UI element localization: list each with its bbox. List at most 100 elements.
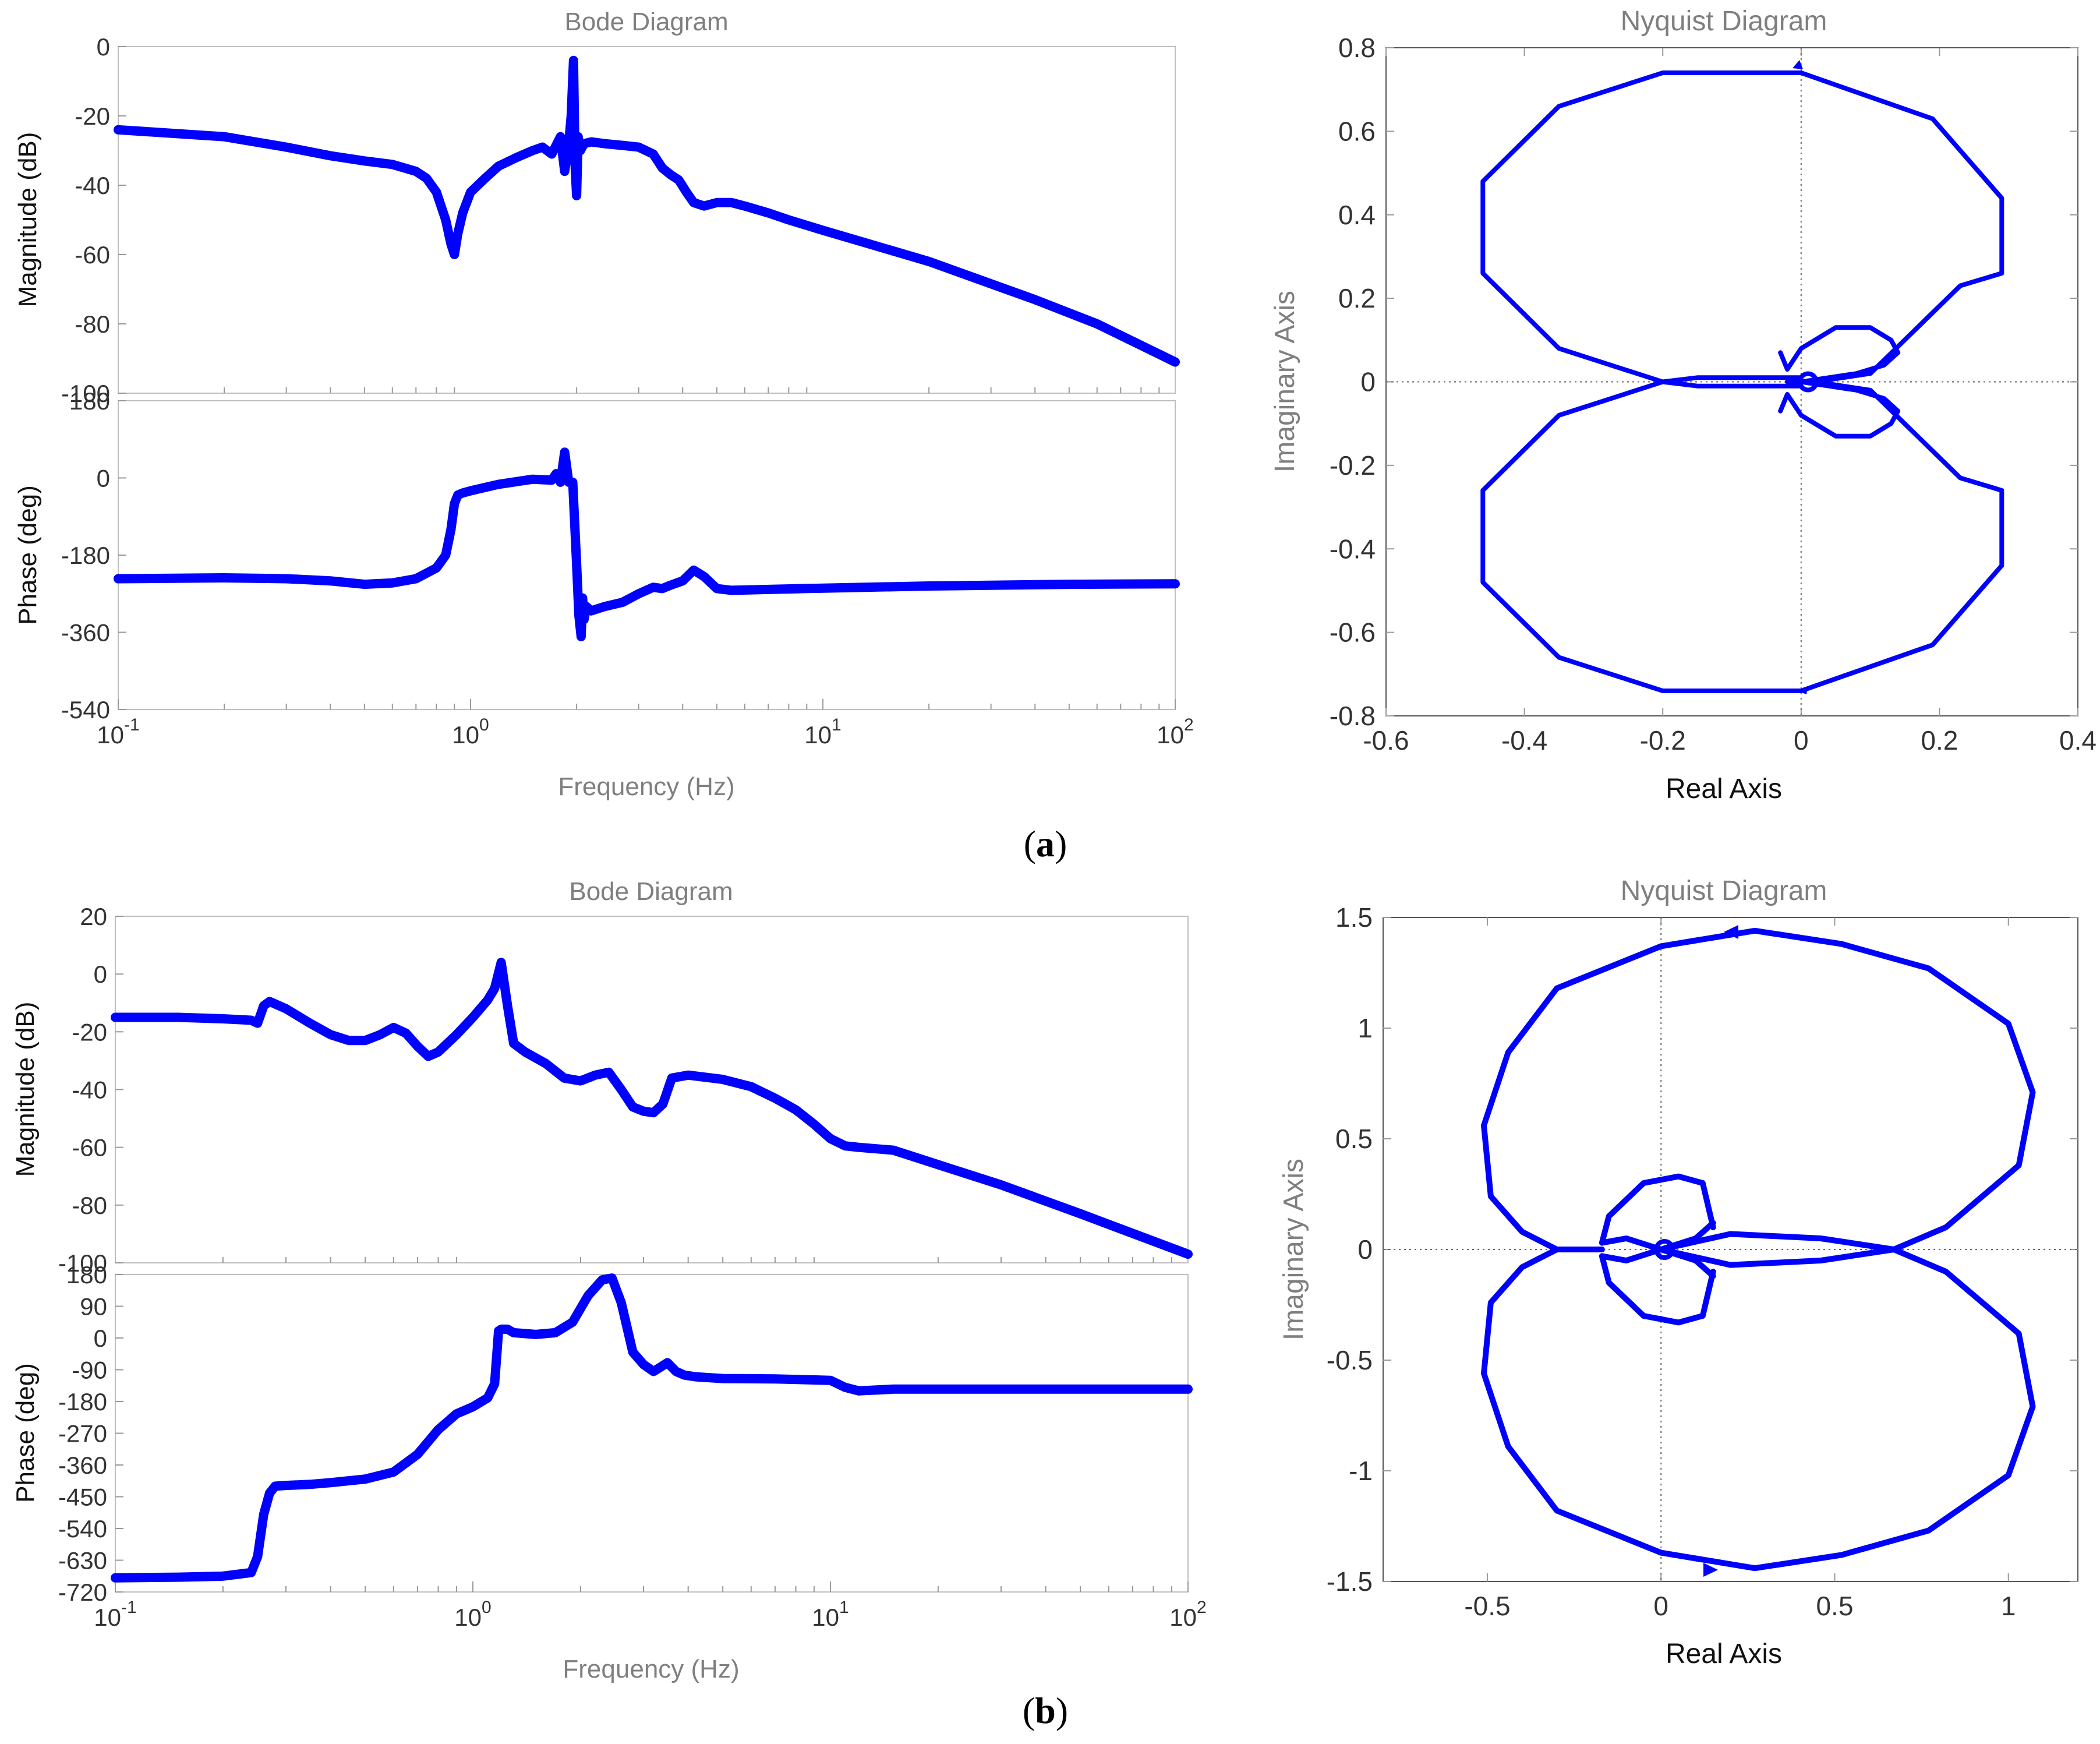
a-nyquist-series-positive-frequencies bbox=[1798, 379, 2004, 693]
b-nyquist-title: Nyquist Diagram bbox=[1621, 875, 1827, 906]
a-nyquist-ytick-label: 0.6 bbox=[1338, 116, 1376, 146]
a-nyquist-ylabel: Imaginary Axis bbox=[1270, 291, 1300, 472]
a-bode-phase-ytick-label: 180 bbox=[69, 387, 110, 415]
panel-a: Bode Diagram Magnitude (dB) 0 -20 -40 -60 -8… bbox=[13, 6, 2097, 864]
a-bode-phase-ylabel: Phase (deg) bbox=[13, 485, 42, 625]
a-nyquist-ytick-label: -0.6 bbox=[1330, 617, 1376, 648]
b-bode-mag-line bbox=[111, 958, 1193, 1259]
b-bode-phase-frame bbox=[115, 1274, 1189, 1593]
b-nyquist-ytick-label: -1.5 bbox=[1327, 1566, 1373, 1597]
a-bode-phase-xtick-label: 10-1 bbox=[97, 715, 139, 749]
panel-a-label: (a) bbox=[1024, 823, 1067, 864]
b-bode-phase-xtick-label: 101 bbox=[812, 1598, 849, 1631]
a-bode-mag-ytick-label: -20 bbox=[75, 103, 110, 130]
a-bode-phase-ytick-label: -360 bbox=[61, 619, 110, 647]
a-bode-title: Bode Diagram bbox=[564, 8, 728, 36]
a-bode-phase-ytick-label: -180 bbox=[61, 542, 110, 569]
b-nyquist-series bbox=[1481, 927, 2036, 1572]
b-bode-phase-xtick-label: 10-1 bbox=[94, 1598, 136, 1631]
a-nyquist-series-small-loop-upper bbox=[1778, 325, 1901, 384]
b-nyquist-series-lower-outer bbox=[1658, 1247, 2036, 1572]
b-nyquist-xtick-label: 1 bbox=[2001, 1591, 2016, 1621]
a-bode-phase-xtick-label: 101 bbox=[804, 715, 841, 749]
b-nyquist-xtick-label: -0.5 bbox=[1464, 1591, 1510, 1621]
b-bode-phase-ytick-label: 0 bbox=[94, 1325, 107, 1352]
a-bode-phase-ytick-label: -540 bbox=[61, 696, 110, 723]
a-bode-mag-ytick-label: 0 bbox=[97, 33, 110, 61]
b-nyquist-series-upper-left bbox=[1481, 943, 1664, 1252]
b-nyquist-ylabel: Imaginary Axis bbox=[1278, 1159, 1309, 1340]
b-bode-phase-ytick-label: -540 bbox=[58, 1515, 107, 1542]
a-nyquist-ytick-label: 0.8 bbox=[1338, 33, 1376, 63]
b-bode-mag-ytick-label: 0 bbox=[94, 961, 107, 988]
b-bode-phase-line bbox=[111, 1273, 1193, 1583]
a-bode-mag-ytick-label: -80 bbox=[75, 310, 110, 338]
a-nyquist-arrow-bottom bbox=[1797, 686, 1808, 694]
b-nyquist-ytick-label: -1 bbox=[1349, 1456, 1373, 1486]
b-nyquist-xtick-label: 0.5 bbox=[1816, 1591, 1853, 1621]
b-nyquist-ytick-label: 0 bbox=[1357, 1234, 1373, 1265]
b-bode-phase-xtick-label: 102 bbox=[1169, 1598, 1206, 1631]
b-nyquist-series-inner-lower bbox=[1599, 1247, 1716, 1326]
b-bode-xlabel: Frequency (Hz) bbox=[563, 1655, 739, 1683]
b-bode-phase-xtick-label: 100 bbox=[454, 1598, 491, 1631]
b-bode-mag-ylabel: Magnitude (dB) bbox=[11, 1002, 40, 1177]
a-nyquist-ytick-label: -0.8 bbox=[1330, 701, 1376, 731]
b-bode-mag-ytick-label: 20 bbox=[80, 903, 107, 930]
a-nyquist-xtick-label: -0.6 bbox=[1363, 725, 1409, 756]
b-bode-phase-ylabel: Phase (deg) bbox=[11, 1363, 40, 1503]
b-nyquist-xlabel: Real Axis bbox=[1666, 1639, 1782, 1669]
b-nyquist-ytick-label: 0.5 bbox=[1335, 1124, 1373, 1154]
b-bode-mag-ytick-label: -100 bbox=[58, 1249, 107, 1277]
b-bode-phase-ytick-label: 90 bbox=[80, 1293, 107, 1321]
b-nyquist-ytick-label: 1.5 bbox=[1335, 902, 1373, 933]
a-nyquist-series-upper-lobe bbox=[1480, 70, 1804, 384]
b-bode-mag-frame bbox=[115, 916, 1189, 1263]
b-nyquist-xtick-label: 0 bbox=[1653, 1591, 1668, 1621]
b-bode-title: Bode Diagram bbox=[569, 877, 733, 906]
b-bode-phase-ytick-label: -90 bbox=[72, 1357, 107, 1384]
a-bode-xlabel: Frequency (Hz) bbox=[558, 772, 734, 801]
b-bode-phase-ytick-label: -450 bbox=[58, 1484, 107, 1511]
b-nyquist-series-upper-outer bbox=[1658, 927, 2036, 1252]
a-bode-mag-ytick-label: -100 bbox=[61, 380, 110, 407]
a-nyquist-series-loop-right bbox=[1798, 70, 2004, 384]
b-bode-mag-ytick-label: -60 bbox=[72, 1134, 107, 1162]
a-bode-phase-frame bbox=[118, 400, 1176, 710]
a-nyquist-ytick-label: 0 bbox=[1360, 367, 1376, 397]
b-bode-phase-ytick-label: -720 bbox=[58, 1579, 107, 1606]
b-bode-mag-yticks: 20 0 -20 -40 -60 -80 -100 bbox=[58, 903, 1172, 1277]
b-bode-phase-ytick-label: -180 bbox=[58, 1388, 107, 1415]
b-bode-mag-ytick-label: -20 bbox=[72, 1018, 107, 1046]
a-nyquist-origin-cluster bbox=[1797, 371, 1819, 393]
a-nyquist-xtick-label: -0.2 bbox=[1640, 725, 1686, 756]
a-nyquist-ytick-label: -0.2 bbox=[1330, 450, 1376, 481]
b-nyquist-arrow-bottom bbox=[1703, 1563, 1718, 1577]
b-bode-phase-ytick-label: -630 bbox=[58, 1547, 107, 1574]
b-nyquist-series-inner-upper bbox=[1599, 1173, 1716, 1252]
a-nyquist-xtick-label: 0 bbox=[1794, 725, 1809, 756]
a-bode-mag-ytick-label: -60 bbox=[75, 241, 110, 269]
a-nyquist-ticks: -0.6 -0.4 -0.2 0 0.2 0.4 0.8 0.6 0.4 0.2 0 -0.2 -0.4… bbox=[1330, 33, 2097, 756]
a-bode-phase-line bbox=[114, 447, 1180, 641]
a-bode-phase-ytick-label: 0 bbox=[97, 465, 110, 492]
b-bode-phase-ytick-label: -270 bbox=[58, 1420, 107, 1448]
a-nyquist-xtick-label: 0.2 bbox=[1921, 725, 1958, 756]
a-nyquist-series-lower-lobe bbox=[1480, 379, 1804, 693]
a-nyquist-ytick-label: -0.4 bbox=[1330, 534, 1376, 564]
a-bode-mag-ytick-label: -40 bbox=[75, 172, 110, 199]
b-nyquist-series-lower-left bbox=[1481, 1247, 1664, 1556]
a-nyquist-series bbox=[1480, 70, 2004, 693]
a-bode-mag-yticks: 0 -20 -40 -60 -80 -100 bbox=[61, 33, 1160, 407]
panel-b-label: (b) bbox=[1023, 1690, 1068, 1731]
a-bode-mag-line bbox=[114, 55, 1180, 367]
a-bode-mag-ylabel: Magnitude (dB) bbox=[13, 132, 42, 308]
b-bode-mag-ytick-label: -40 bbox=[72, 1076, 107, 1104]
a-nyquist-xtick-label: -0.4 bbox=[1501, 725, 1547, 756]
b-nyquist-ytick-label: -0.5 bbox=[1327, 1345, 1373, 1375]
a-nyquist-ytick-label: 0.4 bbox=[1338, 200, 1376, 230]
a-nyquist-ytick-label: 0.2 bbox=[1338, 283, 1376, 313]
panel-b: Bode Diagram Magnitude (dB) 20 0 -20 -40 -60… bbox=[11, 875, 2078, 1731]
